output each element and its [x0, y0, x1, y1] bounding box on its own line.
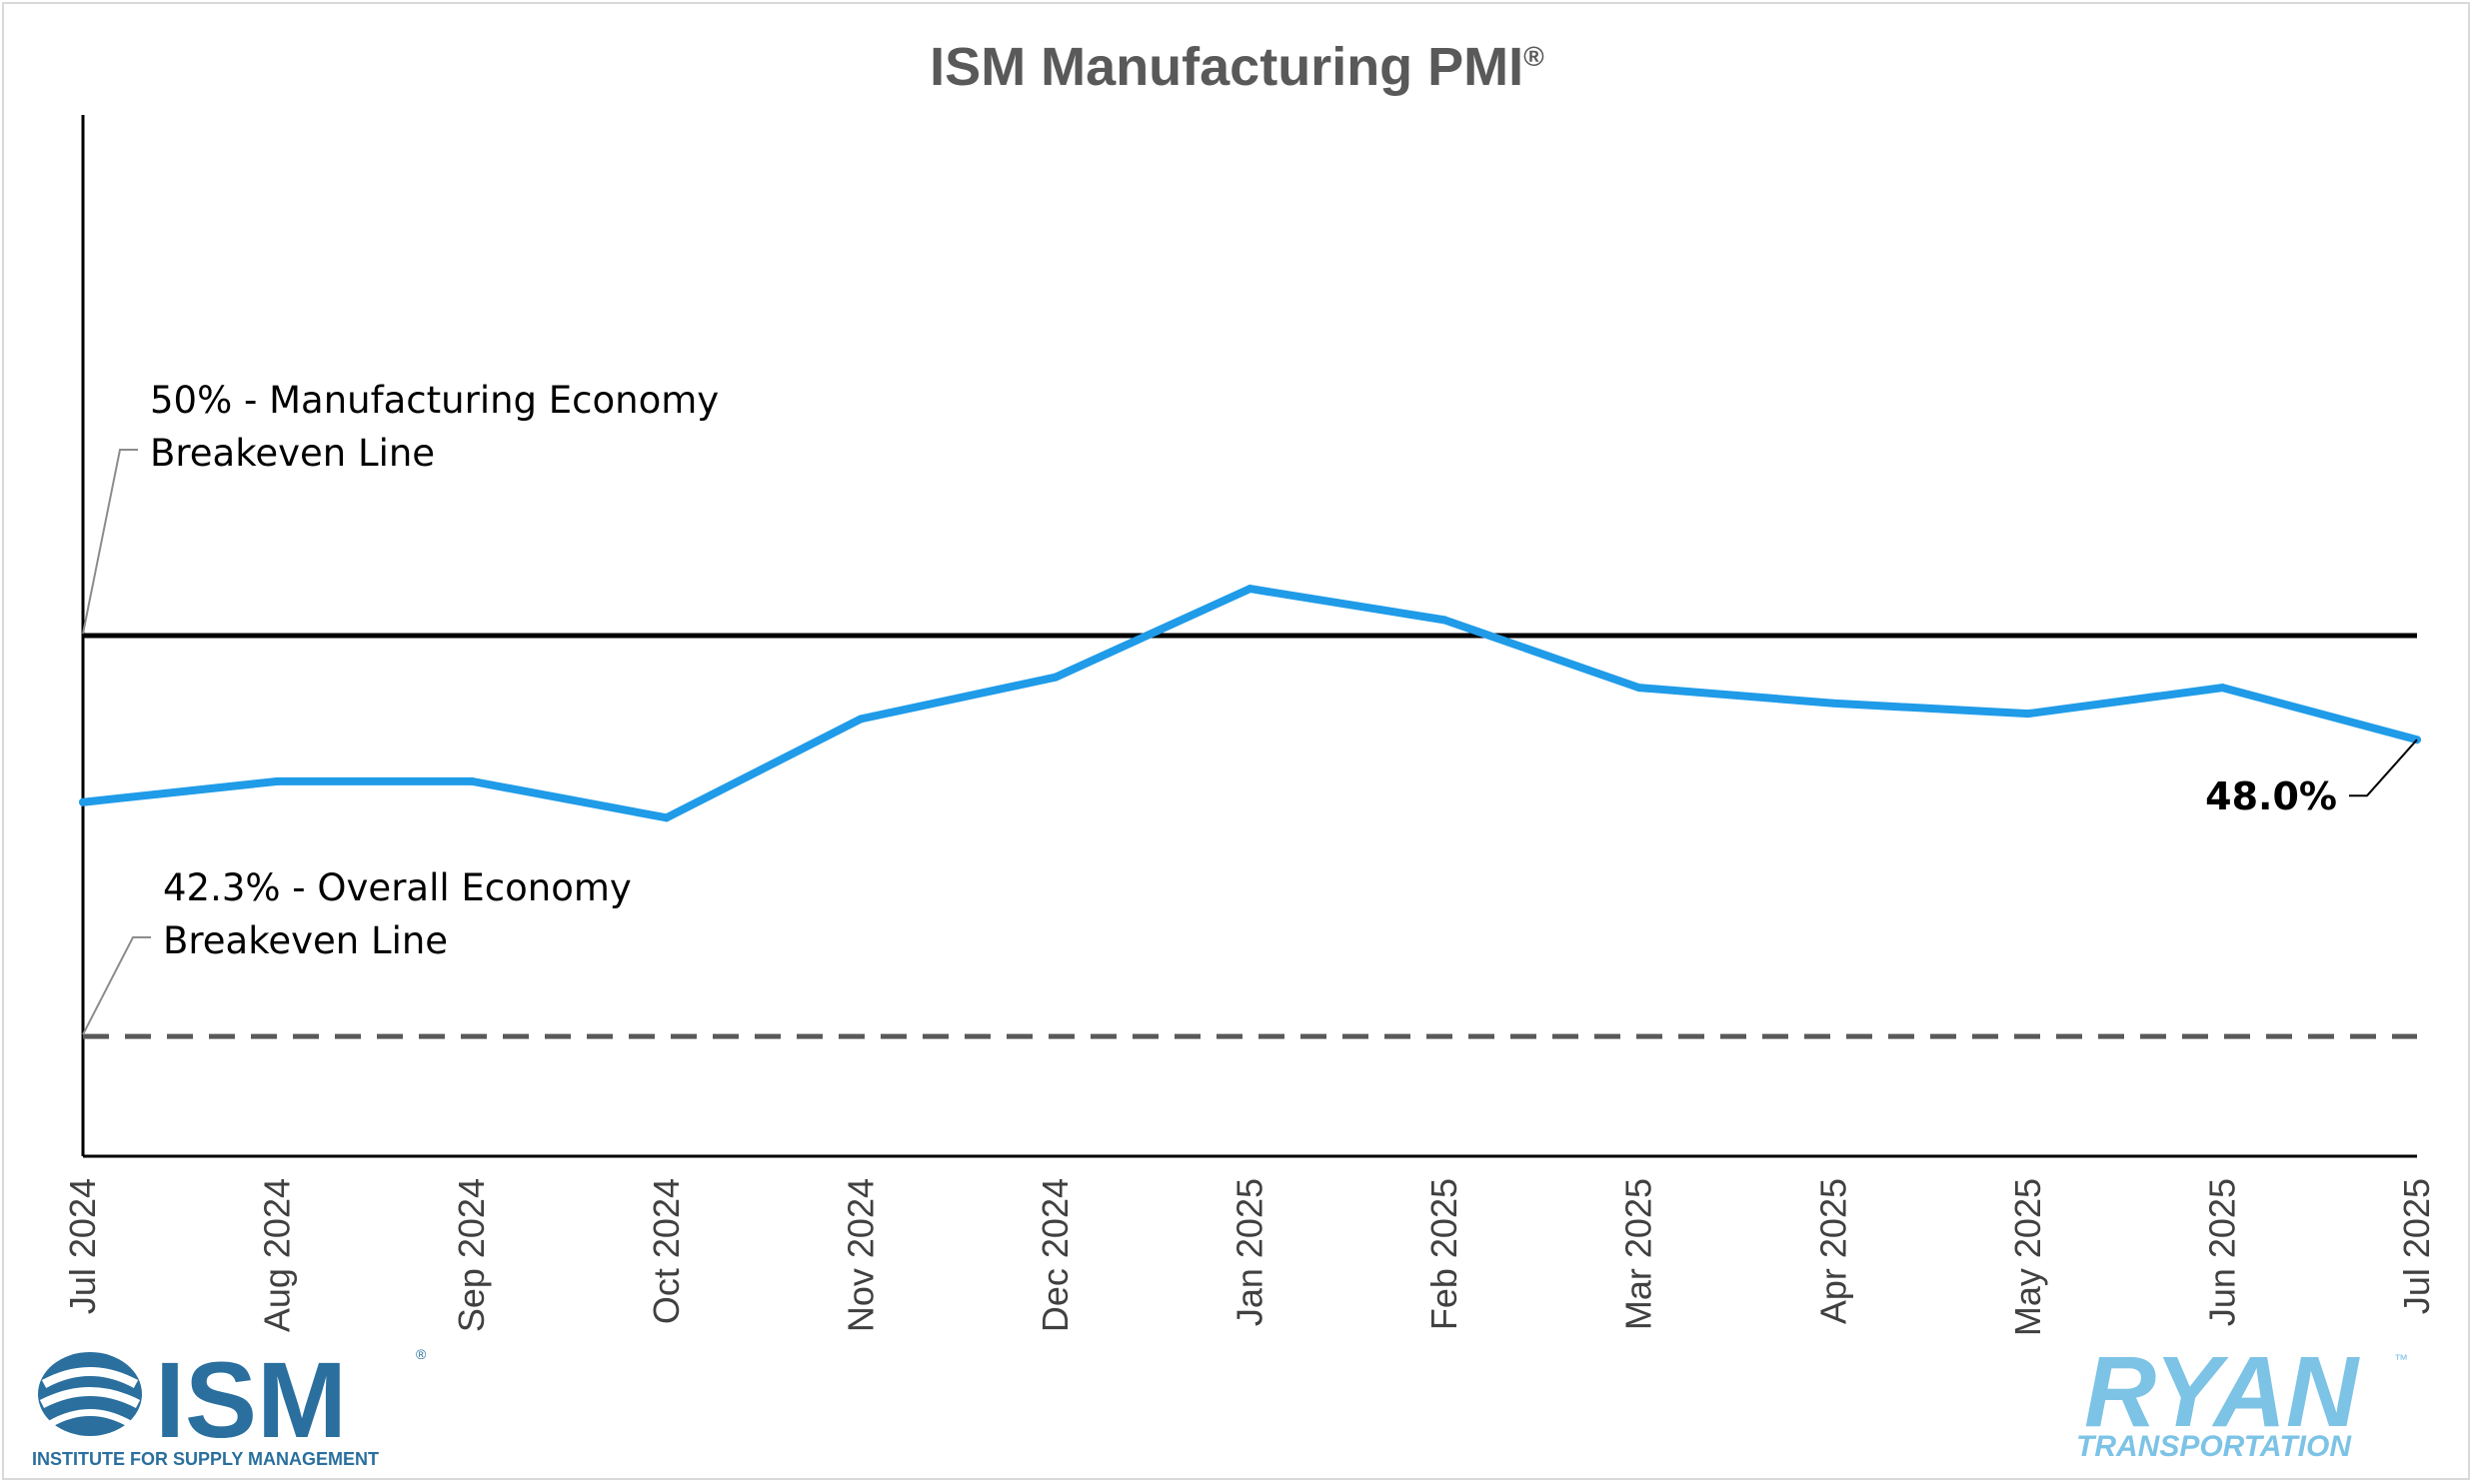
x-tick-label: Jul 2024: [62, 1178, 103, 1314]
reference-label-line1-0: 50% - Manufacturing Economy: [150, 379, 719, 422]
registered-mark: ®: [1523, 41, 1544, 72]
data-point-jun-2025: [2218, 684, 2227, 693]
reference-leader-line-0: [82, 449, 138, 635]
ism-logo-mark: ®: [416, 1346, 427, 1362]
x-tick-label: Oct 2024: [646, 1178, 687, 1324]
series-layer: [79, 585, 2421, 822]
ism-logo-text: ISM: [155, 1339, 347, 1460]
data-point-feb-2025: [1440, 616, 1449, 625]
x-tick-label: Dec 2024: [1035, 1178, 1076, 1332]
data-point-oct-2024: [662, 813, 671, 822]
ryan-logo: RYAN ™ TRANSPORTATION: [2076, 1344, 2408, 1463]
x-tick-label: Mar 2025: [1618, 1178, 1659, 1330]
chart-title: ISM Manufacturing PMI®: [0, 36, 2474, 98]
x-tick-label: Feb 2025: [1423, 1178, 1464, 1330]
data-point-mar-2025: [1634, 684, 1643, 693]
x-tick-label: Sep 2024: [451, 1178, 492, 1332]
data-point-jan-2025: [1245, 585, 1254, 594]
data-point-aug-2024: [273, 776, 282, 785]
reference-leader-line-1: [82, 936, 151, 1035]
reference-label-line1-1: 42.3% - Overall Economy: [163, 866, 632, 909]
reference-label-line2-1: Breakeven Line: [163, 919, 448, 962]
reference-label-line2-0: Breakeven Line: [150, 432, 435, 475]
data-point-jul-2024: [79, 797, 87, 806]
data-point-apr-2025: [1829, 699, 1838, 708]
x-tick-label: Apr 2025: [1812, 1178, 1853, 1324]
x-tick-label: Nov 2024: [840, 1178, 881, 1332]
chart-title-text: ISM Manufacturing PMI: [930, 37, 1524, 97]
ryan-logo-mark: ™: [2394, 1351, 2408, 1367]
x-tick-label: Jun 2025: [2201, 1178, 2242, 1326]
ryan-logo-text: RYAN: [2084, 1344, 2360, 1448]
data-point-nov-2024: [857, 715, 866, 724]
series-line-pmi: [79, 585, 2421, 822]
x-tick-labels: Jul 2024 Aug 2024 Sep 2024 Oct 2024 Nov 2024…: [62, 1178, 2437, 1336]
data-point-sep-2024: [468, 776, 477, 785]
annotations: 50% - Manufacturing Economy Breakeven Lin…: [82, 379, 2418, 1035]
x-tick-label: Aug 2024: [257, 1178, 298, 1332]
end-label-leader-line: [2349, 739, 2418, 797]
x-tick-label: Jul 2025: [2396, 1178, 2437, 1314]
ism-globe-icon: [38, 1352, 142, 1436]
data-point-dec-2024: [1051, 673, 1060, 682]
ism-logo-tagline: INSTITUTE FOR SUPPLY MANAGEMENT: [32, 1449, 379, 1469]
x-tick-label: Jan 2025: [1230, 1178, 1270, 1326]
ryan-logo-tagline: TRANSPORTATION: [2076, 1430, 2352, 1463]
reference-lines: [83, 633, 2417, 1039]
end-value-label: 48.0%: [2205, 774, 2337, 818]
ism-logo: ISM ® INSTITUTE FOR SUPPLY MANAGEMENT: [32, 1339, 427, 1469]
x-tick-label: May 2025: [2007, 1178, 2048, 1336]
data-point-may-2025: [2023, 710, 2032, 719]
